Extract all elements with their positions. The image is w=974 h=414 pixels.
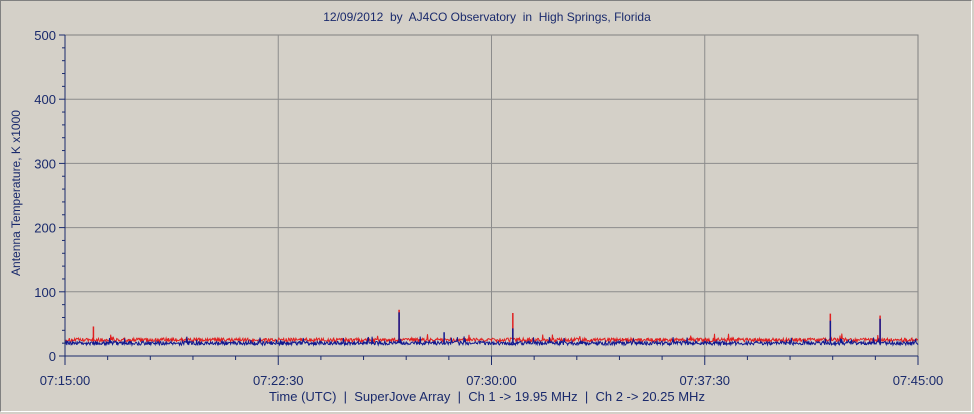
x-tick-label: 07:37:30 xyxy=(679,373,730,388)
y-tick-label: 400 xyxy=(34,92,56,107)
x-tick-label: 07:30:00 xyxy=(466,373,517,388)
y-tick-label: 300 xyxy=(34,156,56,171)
y-tick-label: 500 xyxy=(34,28,56,43)
y-tick-label: 200 xyxy=(34,221,56,236)
x-axis-label: Time (UTC) | SuperJove Array | Ch 1 -> 1… xyxy=(269,389,705,404)
chart-title: 12/09/2012 by AJ4CO Observatory in High … xyxy=(323,10,651,24)
x-tick-label: 07:15:00 xyxy=(40,373,91,388)
series-1-trace xyxy=(64,333,919,344)
series-2-trace xyxy=(64,336,919,347)
axes: 0 100 200 300 400 500 07:15:00 07:22:30 07:30:00… xyxy=(34,28,943,388)
grid-lines xyxy=(65,35,918,356)
series-group xyxy=(64,309,919,347)
y-tick-label: 100 xyxy=(34,285,56,300)
x-tick-label: 07:22:30 xyxy=(253,373,304,388)
y-tick-label: 0 xyxy=(49,349,56,364)
x-tick-label: 07:45:00 xyxy=(893,373,944,388)
